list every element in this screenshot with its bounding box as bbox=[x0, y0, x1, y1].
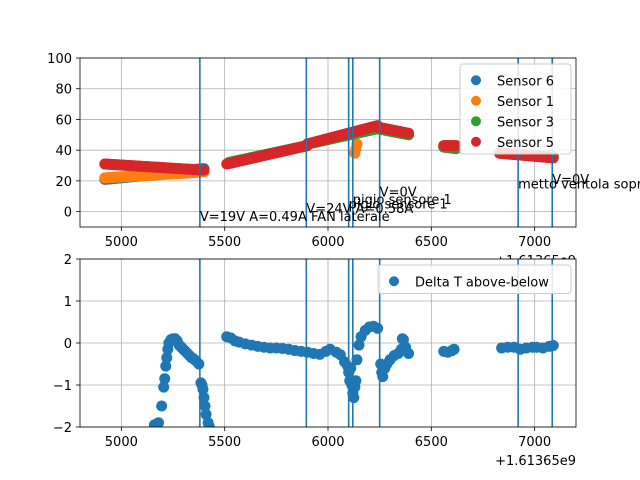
data-point bbox=[198, 392, 210, 404]
y-tick-label: 40 bbox=[55, 144, 72, 159]
x-offset-label: +1.61365e9 bbox=[495, 454, 576, 469]
x-tick-label: 6000 bbox=[311, 435, 344, 450]
data-layer bbox=[99, 120, 559, 185]
data-point bbox=[547, 152, 559, 164]
data-point bbox=[547, 340, 559, 352]
legend-box bbox=[377, 264, 572, 294]
data-point bbox=[403, 127, 415, 139]
legend-label: Sensor 6 bbox=[497, 74, 554, 89]
x-tick-label: 7000 bbox=[518, 435, 551, 450]
y-tick-label: −2 bbox=[53, 421, 72, 436]
subplot-2: 5000 5500 6000 6500 7000 −2 −1 0 1 2 +1.61365e9 Del… bbox=[53, 253, 577, 469]
data-point bbox=[348, 392, 360, 404]
annotation-label: V=0V bbox=[380, 185, 417, 200]
annotation-label: V=24V A=0.58A bbox=[306, 202, 413, 217]
annotation-label: pigio sensore 1 bbox=[349, 198, 448, 213]
data-point bbox=[199, 400, 211, 412]
y-tick-label: 2 bbox=[64, 253, 72, 268]
x-tick-label: 6000 bbox=[311, 235, 344, 250]
legend: Delta T above-below bbox=[377, 264, 572, 294]
data-point bbox=[351, 354, 363, 366]
legend-label: Sensor 3 bbox=[497, 115, 554, 130]
data-point bbox=[403, 348, 415, 359]
data-point bbox=[153, 417, 165, 427]
data-point bbox=[450, 140, 462, 152]
legend-marker bbox=[471, 136, 481, 147]
y-tick-label: 80 bbox=[55, 83, 72, 98]
data-point bbox=[351, 138, 363, 150]
y-tick-label: 100 bbox=[47, 52, 72, 67]
data-point bbox=[200, 408, 212, 420]
data-point bbox=[193, 358, 205, 370]
x-tick-label: 5000 bbox=[105, 435, 138, 450]
x-tick-label: 5500 bbox=[208, 435, 241, 450]
legend: Sensor 6 Sensor 1 Sensor 3 Sensor 5 bbox=[459, 63, 572, 155]
y-tick-label: 60 bbox=[55, 113, 72, 128]
legend-marker bbox=[471, 75, 481, 86]
y-tick-label: 1 bbox=[64, 295, 72, 310]
x-tick-label: 5500 bbox=[208, 235, 241, 250]
data-point bbox=[372, 322, 384, 334]
data-point bbox=[161, 352, 173, 364]
data-point bbox=[159, 373, 171, 385]
legend-marker bbox=[471, 95, 481, 106]
x-tick-label: 6500 bbox=[415, 435, 448, 450]
legend-marker bbox=[471, 116, 481, 127]
data-point bbox=[203, 420, 215, 427]
legend-box bbox=[459, 63, 572, 155]
y-tick-label: 0 bbox=[64, 337, 72, 352]
legend-marker bbox=[389, 276, 399, 287]
data-point bbox=[198, 164, 210, 176]
annotation-label: pigio sensore 1 bbox=[353, 193, 452, 208]
data-point bbox=[156, 400, 168, 412]
legend-label: Sensor 5 bbox=[497, 136, 554, 151]
x-tick-label: 7000 bbox=[518, 235, 551, 250]
x-tick-label: 6500 bbox=[415, 235, 448, 250]
data-point bbox=[160, 360, 172, 372]
data-point bbox=[158, 381, 170, 393]
data-point bbox=[353, 339, 365, 351]
y-tick-label: 0 bbox=[64, 206, 72, 221]
legend-label: Delta T above-below bbox=[415, 275, 549, 290]
annotation-label: V=19V A=0.49A FAN laterale bbox=[200, 210, 390, 225]
series-4 bbox=[99, 120, 559, 176]
y-tick-label: −1 bbox=[53, 379, 72, 394]
data-point bbox=[448, 343, 460, 355]
annotation-label: V=0V bbox=[552, 173, 589, 188]
annotation-label: metto ventola sopra bbox=[518, 178, 640, 193]
legend-label: Sensor 1 bbox=[497, 95, 554, 110]
x-tick-label: 5000 bbox=[105, 235, 138, 250]
y-tick-label: 20 bbox=[55, 175, 72, 190]
